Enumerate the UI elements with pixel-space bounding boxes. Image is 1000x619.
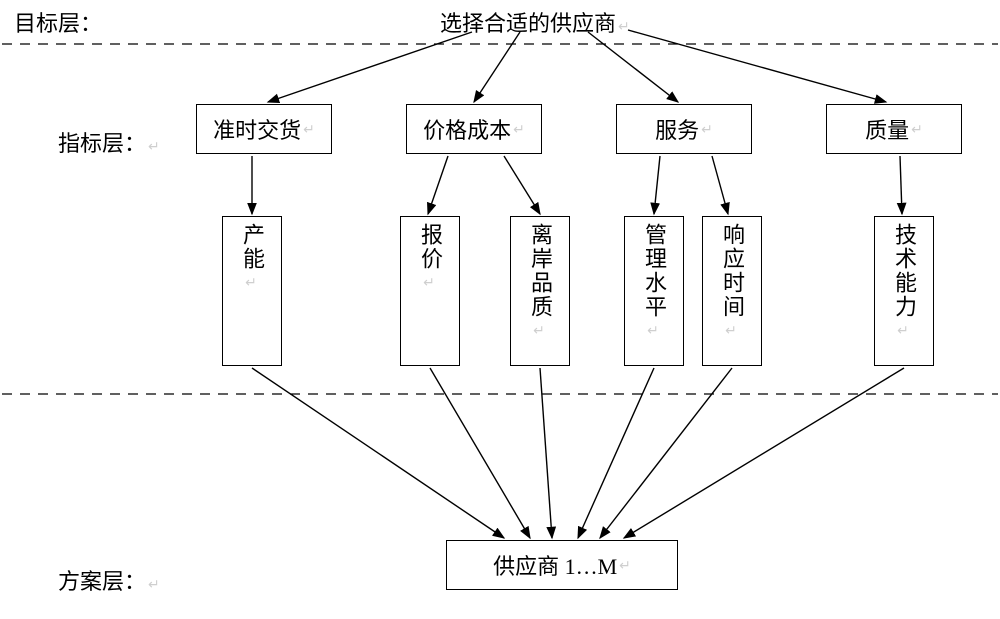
scheme-label: 供应商 1…M (493, 549, 617, 581)
criteria-label: 准时交货 (213, 113, 301, 145)
criteria-box-c1: 准时交货↵ (196, 104, 332, 154)
sub-box-s1: 产能↵ (222, 216, 282, 366)
sub-label: 报价 (418, 223, 443, 271)
sub-box-s5: 响应时间↵ (702, 216, 762, 366)
goal-node: 选择合适的供应商↵ (440, 6, 630, 38)
sub-box-s6: 技术能力↵ (874, 216, 934, 366)
scheme-box: 供应商 1…M↵ (446, 540, 678, 590)
sub-box-s2: 报价↵ (400, 216, 460, 366)
layer-label-goal: 目标层： (14, 6, 102, 38)
sub-label: 离岸品质 (528, 223, 553, 319)
sub-label: 产能 (240, 223, 265, 271)
criteria-box-c4: 质量↵ (826, 104, 962, 154)
criteria-label: 质量 (865, 113, 909, 145)
criteria-label: 服务 (655, 113, 699, 145)
sub-label: 技术能力 (892, 223, 917, 319)
sub-label: 响应时间 (720, 223, 745, 319)
criteria-box-c2: 价格成本↵ (406, 104, 542, 154)
sub-box-s4: 管理水平↵ (624, 216, 684, 366)
diagram-svg (0, 0, 1000, 619)
criteria-box-c3: 服务↵ (616, 104, 752, 154)
criteria-label: 价格成本 (423, 113, 511, 145)
layer-label-index: 指标层：↵ (58, 126, 160, 158)
sub-box-s3: 离岸品质↵ (510, 216, 570, 366)
layer-label-scheme: 方案层：↵ (58, 564, 160, 596)
sub-label: 管理水平 (642, 223, 667, 319)
